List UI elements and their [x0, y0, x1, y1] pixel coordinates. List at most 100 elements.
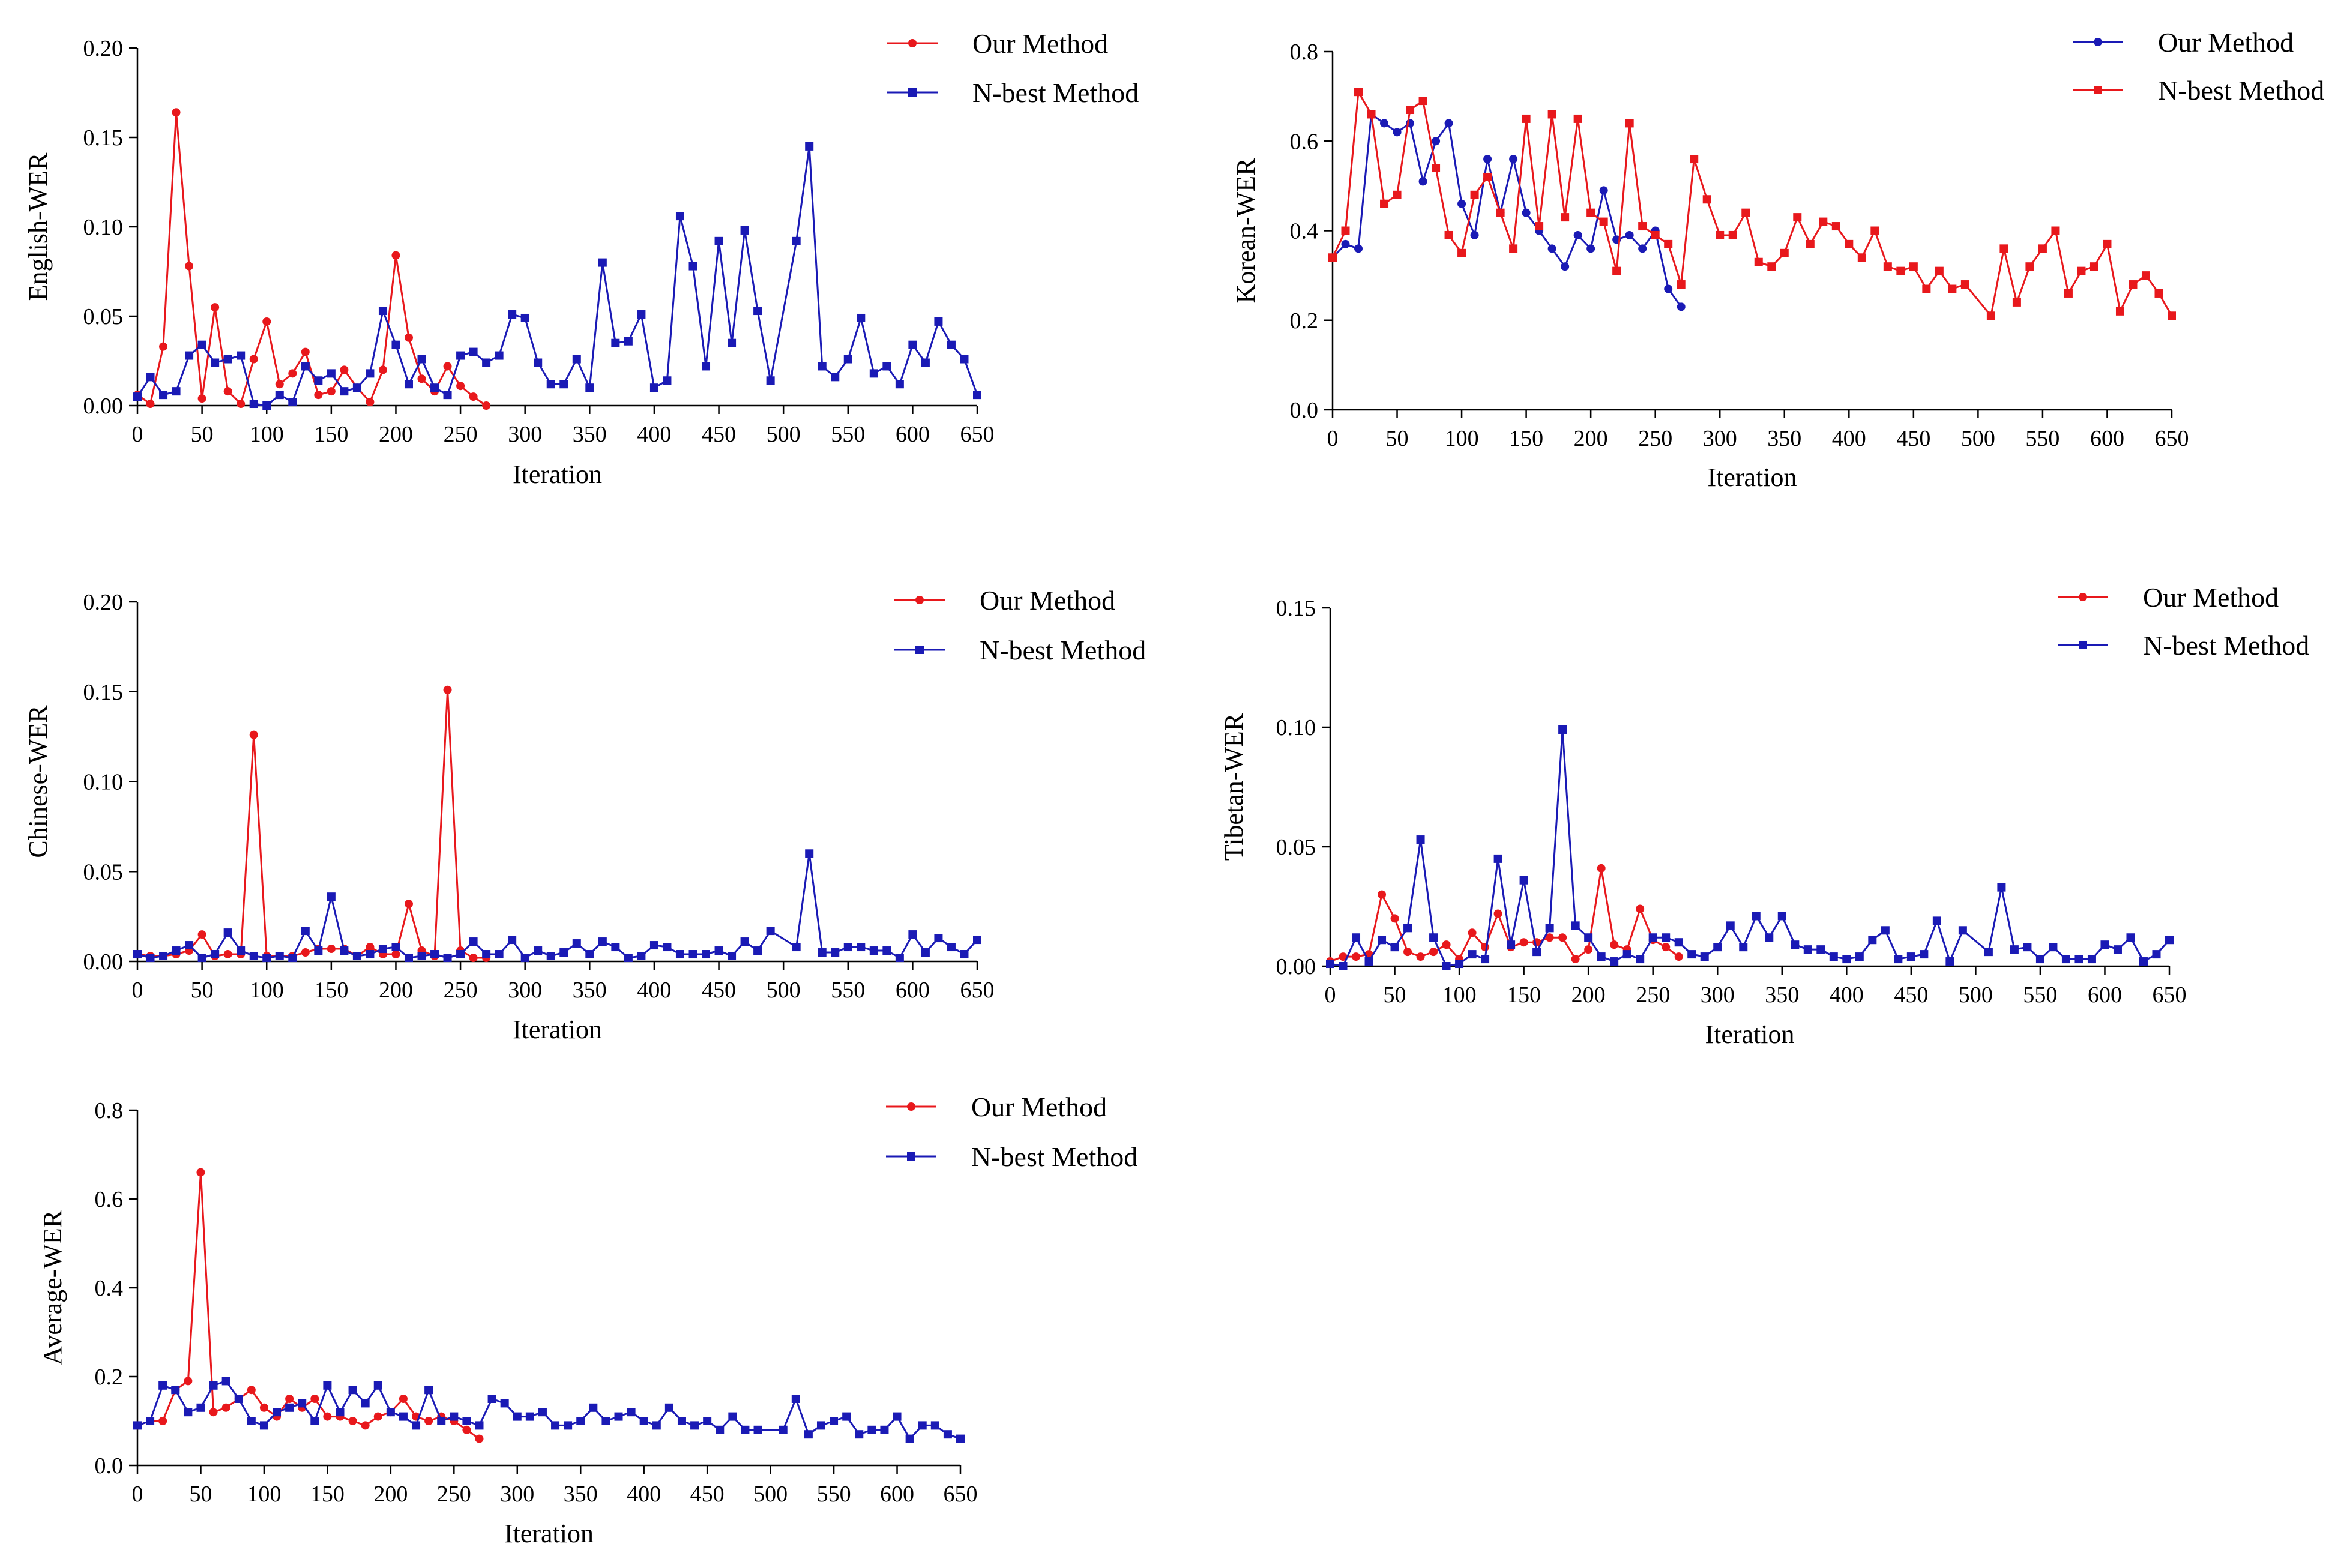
data-point	[482, 358, 491, 367]
data-point	[475, 1421, 484, 1430]
data-point	[2051, 226, 2060, 235]
x-tick-label: 100	[250, 978, 284, 1003]
data-point	[1922, 284, 1931, 293]
y-axis-title: English-WER	[23, 152, 53, 301]
data-point	[285, 1403, 294, 1412]
data-point	[1493, 854, 1502, 863]
data-point	[1752, 912, 1761, 921]
data-point	[831, 373, 840, 382]
chart-korean: 0 50 100 150 200 250 300 350 400 450 500 550 600 650 0…	[1231, 27, 2324, 492]
x-tick-label: 550	[831, 978, 865, 1003]
y-tick-label: 0.00	[83, 949, 124, 975]
data-point	[1558, 725, 1567, 734]
data-point	[1352, 952, 1361, 961]
x-tick-label: 400	[1830, 982, 1864, 1008]
data-point	[185, 941, 194, 950]
data-point	[637, 310, 646, 319]
data-point	[572, 355, 581, 364]
x-tick-label: 0	[1325, 982, 1336, 1008]
data-point	[805, 142, 814, 151]
data-point	[1545, 933, 1554, 942]
data-point	[1636, 904, 1645, 913]
data-point	[1341, 226, 1350, 235]
data-point	[1906, 952, 1915, 961]
x-tick-label: 250	[437, 1482, 471, 1507]
data-point	[652, 1421, 661, 1430]
data-point	[221, 1403, 230, 1412]
data-point	[247, 1417, 256, 1425]
y-tick-label: 0.05	[1276, 835, 1316, 860]
data-point	[1532, 948, 1541, 957]
data-point	[930, 1421, 939, 1430]
data-point	[1378, 890, 1387, 899]
data-point	[753, 1425, 762, 1434]
legend-label: Our Method	[980, 585, 1115, 616]
x-tick-label: 600	[2088, 982, 2122, 1008]
legend-entry: Our Method	[2073, 27, 2294, 58]
data-point	[2087, 955, 2096, 964]
data-point	[1584, 945, 1593, 954]
data-point	[443, 362, 452, 371]
data-point	[559, 380, 568, 389]
series-line	[137, 111, 487, 407]
data-point	[1509, 244, 1518, 253]
data-point	[1561, 262, 1570, 271]
data-point	[867, 1425, 876, 1434]
data-point	[1545, 924, 1554, 933]
x-axis-title: Iteration	[1707, 463, 1797, 492]
data-point	[1831, 222, 1840, 231]
x-tick-label: 650	[960, 978, 995, 1003]
series-our-method	[133, 1168, 484, 1443]
data-point	[830, 1417, 839, 1425]
data-point	[391, 950, 400, 959]
data-point	[1380, 199, 1389, 208]
data-point	[417, 355, 426, 364]
series-line	[1331, 113, 1682, 308]
data-point	[378, 365, 387, 374]
y-tick-label: 0.20	[83, 590, 124, 615]
data-point	[2010, 945, 2019, 954]
data-point	[818, 948, 827, 957]
data-point	[624, 337, 633, 346]
data-point	[197, 394, 206, 403]
x-tick-label: 650	[2153, 982, 2187, 1008]
data-point	[314, 946, 323, 955]
data-point	[1999, 244, 2008, 253]
data-point	[1622, 950, 1631, 959]
data-point	[1352, 933, 1361, 942]
data-point	[1468, 928, 1477, 937]
data-point	[1625, 230, 1634, 239]
data-point	[1765, 933, 1774, 942]
data-point	[310, 1395, 319, 1403]
data-point	[469, 937, 478, 946]
data-point	[288, 954, 297, 963]
data-point	[462, 1417, 471, 1425]
x-tick-label: 100	[247, 1482, 281, 1507]
data-point	[1416, 952, 1425, 961]
x-tick-label: 50	[191, 422, 214, 447]
data-point	[399, 1412, 408, 1421]
y-tick-label: 0.2	[95, 1365, 124, 1390]
data-point	[223, 928, 232, 937]
data-point	[456, 950, 465, 959]
y-tick-label: 0.6	[1290, 129, 1319, 154]
y-axis-title: Korean-WER	[1231, 158, 1261, 304]
data-point	[404, 954, 413, 963]
data-point	[649, 383, 658, 392]
data-point	[1920, 950, 1929, 959]
data-point	[469, 954, 478, 963]
data-point	[663, 376, 672, 385]
data-point	[882, 362, 891, 371]
data-point	[288, 369, 297, 378]
data-point	[288, 398, 297, 407]
x-tick-label: 150	[314, 422, 348, 447]
legend-label: Our Method	[972, 28, 1108, 59]
data-point	[133, 1421, 142, 1430]
legend-label: N-best Method	[972, 77, 1139, 108]
data-point	[857, 943, 866, 952]
data-point	[1429, 948, 1438, 957]
data-point	[627, 1408, 636, 1417]
data-point	[895, 954, 904, 963]
data-point	[1470, 190, 1479, 199]
data-point	[842, 1412, 851, 1421]
